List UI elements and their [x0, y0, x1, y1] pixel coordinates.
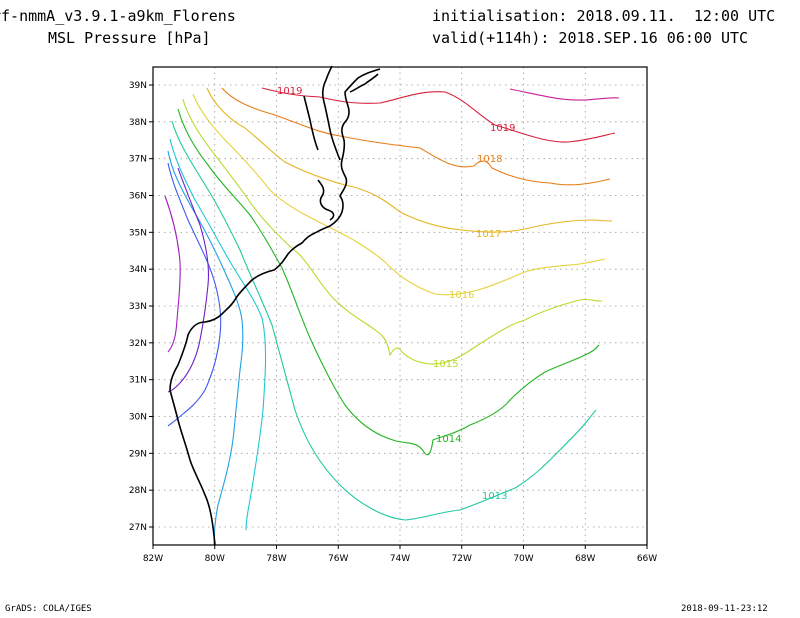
- isobar-1009: [167, 167, 210, 393]
- lon-label: 78W: [266, 554, 286, 564]
- lat-label: 37N: [129, 155, 147, 165]
- grid-lines: [153, 67, 647, 545]
- valid-time: valid(+114h): 2018.SEP.16 06:00 UTC: [432, 29, 749, 47]
- lon-label: 68W: [575, 554, 595, 564]
- isobar-1015: [182, 98, 603, 365]
- coastline: [169, 65, 381, 546]
- pamlico-sound: [317, 179, 335, 221]
- lat-label: 29N: [129, 449, 147, 459]
- field-title: MSL Pressure [hPa]: [48, 29, 211, 47]
- latitude-labels: 27N 28N 29N 30N 31N 32N 33N 34N 35N 36N 37N 38N 39N: [129, 81, 147, 533]
- label-1019-a: 1019: [277, 86, 302, 97]
- lon-label: 70W: [513, 554, 533, 564]
- lat-label: 30N: [129, 413, 147, 423]
- lat-label: 32N: [129, 339, 147, 349]
- label-1015: 1015: [433, 359, 458, 370]
- chesapeake-west: [303, 95, 319, 151]
- lat-label: 34N: [129, 265, 147, 275]
- chesapeake-bay: [321, 65, 341, 161]
- contour-labels: 1019 1019 1018 1017 1016 1015 1014 1013: [277, 86, 515, 502]
- render-timestamp: 2018-09-11-23:12: [681, 604, 768, 614]
- grads-credit: GrADS: COLA/IGES: [5, 604, 92, 614]
- isobar-1016: [192, 93, 606, 296]
- lat-label: 31N: [129, 376, 147, 386]
- label-1017: 1017: [476, 229, 501, 240]
- lat-label: 33N: [129, 302, 147, 312]
- lat-label: 36N: [129, 192, 147, 202]
- lon-label: 72W: [452, 554, 472, 564]
- isobar-1020: [509, 88, 620, 101]
- label-1018: 1018: [477, 154, 502, 165]
- lat-label: 39N: [129, 81, 147, 91]
- isobar-1013: [171, 120, 597, 521]
- lon-label: 74W: [390, 554, 410, 564]
- lon-label: 80W: [205, 554, 225, 564]
- isobar-1017: [206, 87, 613, 233]
- label-1016: 1016: [449, 290, 474, 301]
- longitude-labels: 82W 80W 78W 76W 74W 72W 70W 68W 66W: [143, 554, 657, 564]
- lat-label: 38N: [129, 118, 147, 128]
- isobar-1008: [164, 195, 181, 353]
- model-title: rf-nmmA_v3.9.1-a9km_Florens: [0, 7, 236, 25]
- lat-label: 27N: [129, 523, 147, 533]
- map-frame: [152, 66, 648, 546]
- isobar-1012: [169, 138, 267, 531]
- delaware-bay: [349, 73, 379, 93]
- isobar-1019: [261, 87, 616, 143]
- label-1014: 1014: [436, 434, 461, 445]
- lat-label: 35N: [129, 228, 147, 238]
- coastline-main: [169, 68, 381, 546]
- isobar-1011: [167, 150, 244, 546]
- isobar-1014: [177, 108, 600, 456]
- isobars: [164, 87, 620, 546]
- label-1019-b: 1019: [490, 123, 515, 134]
- init-time: initialisation: 2018.09.11. 12:00 UTC: [432, 7, 776, 25]
- axis-ticks: [149, 84, 648, 549]
- label-1013: 1013: [482, 491, 507, 502]
- lon-label: 76W: [328, 554, 348, 564]
- isobar-1018: [221, 87, 611, 186]
- lat-label: 28N: [129, 486, 147, 496]
- lon-label: 82W: [143, 554, 163, 564]
- lon-label: 66W: [637, 554, 657, 564]
